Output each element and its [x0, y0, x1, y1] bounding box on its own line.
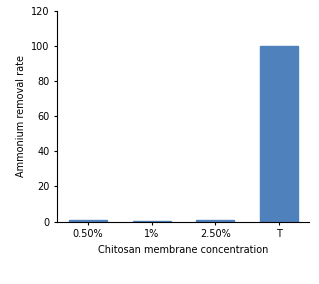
Bar	[69, 220, 107, 222]
Bar	[260, 46, 298, 222]
X-axis label: Chitosan membrane concentration: Chitosan membrane concentration	[98, 245, 269, 255]
Bar	[196, 220, 234, 222]
Bar	[132, 221, 171, 222]
Y-axis label: Ammonium removal rate: Ammonium removal rate	[16, 55, 26, 178]
